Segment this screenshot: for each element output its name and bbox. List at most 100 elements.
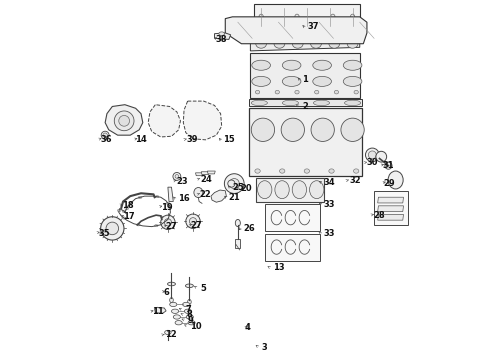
Polygon shape <box>250 33 362 39</box>
Polygon shape <box>148 105 180 137</box>
Polygon shape <box>378 215 403 220</box>
Polygon shape <box>378 206 403 212</box>
Ellipse shape <box>106 222 119 235</box>
Ellipse shape <box>168 215 171 217</box>
Ellipse shape <box>275 90 279 94</box>
Text: 7: 7 <box>186 305 192 314</box>
Ellipse shape <box>173 172 181 180</box>
Polygon shape <box>225 17 367 44</box>
Ellipse shape <box>228 180 235 187</box>
Text: 11: 11 <box>152 307 164 316</box>
Ellipse shape <box>275 181 289 199</box>
Ellipse shape <box>343 60 362 70</box>
Ellipse shape <box>255 90 260 94</box>
Bar <box>265 204 320 231</box>
Ellipse shape <box>188 320 195 325</box>
Text: 28: 28 <box>373 211 385 220</box>
Ellipse shape <box>186 214 200 228</box>
Ellipse shape <box>354 90 358 94</box>
Ellipse shape <box>343 76 362 86</box>
Polygon shape <box>196 173 203 176</box>
Ellipse shape <box>125 208 128 210</box>
Polygon shape <box>215 33 231 40</box>
Text: 17: 17 <box>123 212 135 221</box>
Ellipse shape <box>282 100 298 105</box>
Polygon shape <box>250 53 360 98</box>
Polygon shape <box>168 187 173 202</box>
Ellipse shape <box>138 196 142 198</box>
Ellipse shape <box>166 202 170 204</box>
Ellipse shape <box>353 169 359 173</box>
Polygon shape <box>105 105 143 135</box>
Ellipse shape <box>229 179 239 189</box>
Ellipse shape <box>325 33 331 38</box>
Ellipse shape <box>188 300 191 305</box>
Text: 33: 33 <box>324 229 335 238</box>
Ellipse shape <box>282 76 301 86</box>
Ellipse shape <box>304 169 310 173</box>
Text: 38: 38 <box>215 35 227 44</box>
Text: 16: 16 <box>177 194 189 203</box>
Ellipse shape <box>137 224 140 226</box>
Ellipse shape <box>252 60 270 70</box>
Ellipse shape <box>186 315 194 319</box>
Ellipse shape <box>161 215 175 229</box>
Ellipse shape <box>310 181 324 199</box>
Ellipse shape <box>311 33 317 38</box>
Text: 31: 31 <box>382 161 393 170</box>
Ellipse shape <box>376 151 387 162</box>
Polygon shape <box>183 101 221 140</box>
Ellipse shape <box>251 118 274 141</box>
Text: 9: 9 <box>188 316 194 325</box>
Text: 20: 20 <box>241 184 252 193</box>
Text: 4: 4 <box>245 323 251 332</box>
Ellipse shape <box>368 151 376 159</box>
Ellipse shape <box>224 174 244 193</box>
Bar <box>265 234 320 261</box>
Polygon shape <box>254 4 360 30</box>
Text: 25: 25 <box>232 183 244 192</box>
Text: 36: 36 <box>100 135 112 144</box>
Ellipse shape <box>293 39 303 48</box>
Text: 18: 18 <box>122 201 134 210</box>
Text: 33: 33 <box>324 200 335 209</box>
Bar <box>374 191 408 225</box>
Ellipse shape <box>353 33 359 38</box>
Ellipse shape <box>329 169 334 173</box>
Ellipse shape <box>100 217 124 240</box>
Text: 27: 27 <box>165 222 177 231</box>
Text: 19: 19 <box>161 203 172 212</box>
Ellipse shape <box>339 33 345 38</box>
Ellipse shape <box>184 309 192 314</box>
Ellipse shape <box>313 76 331 86</box>
Ellipse shape <box>385 162 392 169</box>
Polygon shape <box>248 99 362 107</box>
Text: 34: 34 <box>324 178 336 187</box>
Ellipse shape <box>388 171 403 189</box>
Polygon shape <box>211 190 226 202</box>
Ellipse shape <box>314 100 330 105</box>
Ellipse shape <box>172 309 179 314</box>
Text: 39: 39 <box>186 135 197 144</box>
Ellipse shape <box>254 33 261 38</box>
Polygon shape <box>207 171 215 174</box>
Ellipse shape <box>329 39 340 48</box>
Ellipse shape <box>170 302 177 307</box>
Ellipse shape <box>341 118 364 141</box>
Ellipse shape <box>168 282 175 286</box>
Ellipse shape <box>315 90 319 94</box>
Text: 6: 6 <box>163 288 169 297</box>
Ellipse shape <box>258 181 272 199</box>
Text: 2: 2 <box>302 102 308 111</box>
Polygon shape <box>201 172 209 175</box>
Ellipse shape <box>311 118 334 141</box>
Text: 23: 23 <box>176 176 188 185</box>
Text: 14: 14 <box>135 135 147 144</box>
Polygon shape <box>248 108 362 176</box>
Text: 37: 37 <box>307 22 318 31</box>
Text: 35: 35 <box>98 229 110 238</box>
Ellipse shape <box>350 14 355 19</box>
Ellipse shape <box>295 14 299 19</box>
Ellipse shape <box>251 100 268 105</box>
Text: 26: 26 <box>243 224 255 233</box>
